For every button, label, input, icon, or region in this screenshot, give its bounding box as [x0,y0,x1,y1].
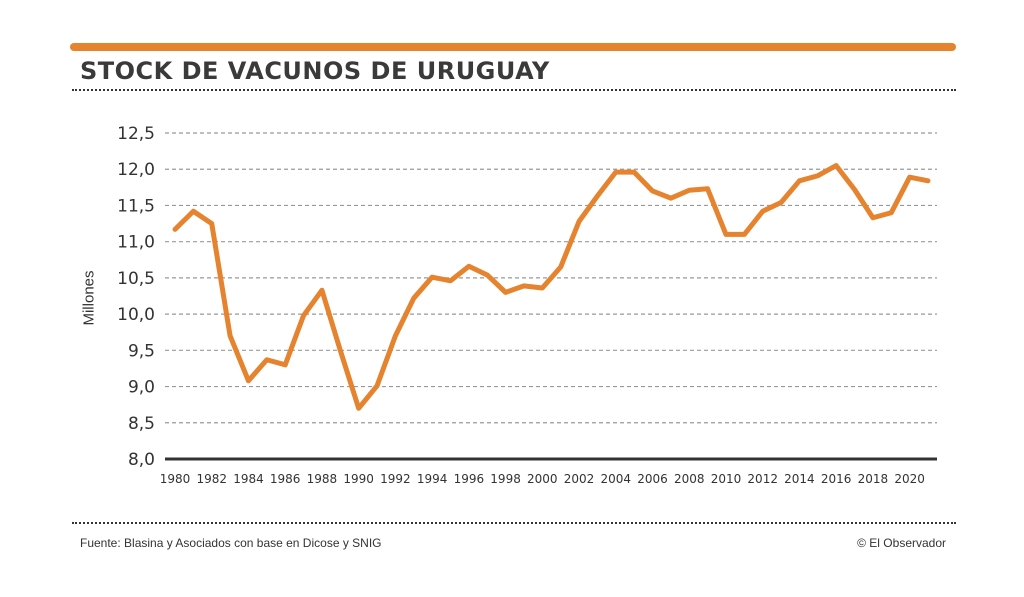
footer-divider [72,522,956,524]
y-tick-label: 11,0 [117,233,155,253]
x-tick-label: 2012 [747,472,778,486]
header-accent-bar [70,43,956,51]
y-tick-label: 10,0 [117,305,155,325]
x-tick-label: 1984 [233,472,264,486]
y-tick-label: 8,5 [128,414,155,434]
y-tick-label: 12,5 [117,124,155,144]
x-tick-label: 1986 [270,472,301,486]
x-tick-label: 2006 [637,472,668,486]
y-tick-label: 12,0 [117,160,155,180]
x-tick-label: 2008 [674,472,705,486]
source-note: Fuente: Blasina y Asociados con base en … [80,536,382,550]
x-tick-label: 1982 [196,472,227,486]
copyright-credit: © El Observador [857,536,946,550]
y-tick-label: 11,5 [117,196,155,216]
y-tick-label: 9,0 [128,378,155,398]
x-tick-label: 1988 [307,472,338,486]
x-tick-label: 2004 [601,472,632,486]
x-tick-label: 1990 [343,472,374,486]
x-tick-label: 2002 [564,472,595,486]
x-tick-label: 2018 [858,472,889,486]
x-tick-label: 2000 [527,472,558,486]
x-tick-label: 1996 [454,472,485,486]
series-line [172,163,931,411]
x-tick-label: 1994 [417,472,448,486]
x-tick-label: 2016 [821,472,852,486]
x-tick-label: 1980 [160,472,191,486]
header-divider [72,89,956,91]
x-tick-label: 2014 [784,472,815,486]
y-tick-label: 10,5 [117,269,155,289]
y-tick-label: 8,0 [128,450,155,470]
chart-title: STOCK DE VACUNOS DE URUGUAY [80,57,550,85]
x-tick-label: 2010 [711,472,742,486]
y-tick-label: 9,5 [128,341,155,361]
x-tick-label: 1992 [380,472,411,486]
x-tick-label: 1998 [490,472,521,486]
x-tick-label: 2020 [894,472,925,486]
